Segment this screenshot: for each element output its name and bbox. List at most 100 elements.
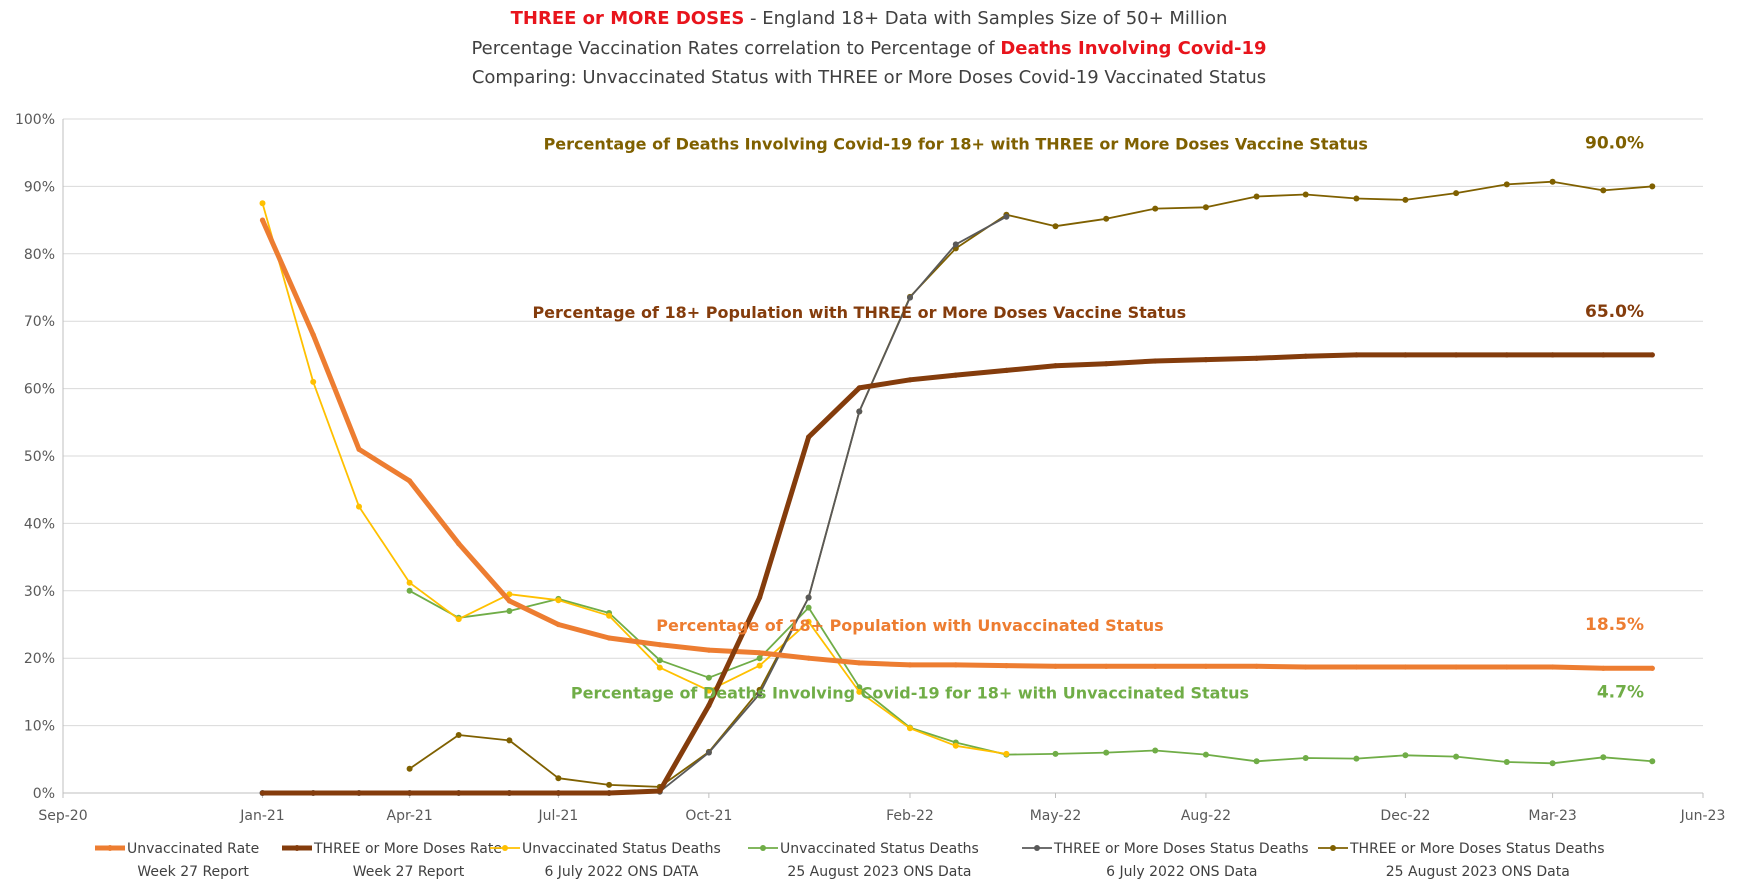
data-point (1003, 367, 1010, 373)
x-tick-label: May-22 (1030, 808, 1082, 824)
data-point (953, 372, 959, 378)
data-point (1103, 749, 1110, 756)
data-point (705, 674, 712, 681)
x-tick-label: Jan-21 (239, 808, 284, 824)
y-tick-label: 30% (24, 584, 55, 600)
x-tick-label: Oct-21 (685, 808, 732, 824)
data-point (356, 503, 362, 510)
data-point (406, 765, 413, 772)
data-point (1202, 204, 1209, 211)
y-tick-label: 40% (24, 516, 55, 532)
series-0 (259, 217, 1655, 671)
data-point (356, 790, 362, 796)
data-point (606, 612, 613, 619)
data-point (456, 541, 462, 547)
y-tick-label: 80% (24, 247, 55, 263)
data-point (856, 385, 862, 391)
series-line (408, 589, 1654, 765)
data-point (1152, 663, 1158, 669)
data-point (310, 790, 316, 796)
data-point (1353, 195, 1360, 202)
legend-marker (1330, 845, 1336, 851)
data-point (455, 616, 462, 623)
data-point (1600, 352, 1606, 358)
legend-item-2: Unvaccinated Status Deaths 6 July 2022 ON… (490, 841, 721, 880)
annotations: Percentage of Deaths Involving Covid-19 … (532, 133, 1644, 702)
legend-marker (294, 845, 300, 851)
y-axis-ticks: 0% 10% 20% 30% 40% 50% 60% 70% 80% 90% 100% (15, 112, 55, 802)
data-point (953, 662, 959, 668)
data-point (705, 749, 712, 756)
data-point (1303, 353, 1309, 359)
data-point (757, 594, 763, 601)
data-point (1649, 352, 1655, 358)
data-point (856, 660, 862, 666)
data-point (506, 790, 512, 796)
annotation-label: Percentage of Deaths Involving Covid-19 … (571, 684, 1249, 703)
data-point (1550, 664, 1556, 670)
legend-sublabel: 25 August 2023 ONS Data (787, 864, 971, 880)
data-point (756, 655, 763, 662)
y-tick-label: 100% (15, 112, 55, 128)
data-point (1303, 664, 1309, 670)
data-point (1504, 664, 1510, 670)
y-tick-label: 70% (24, 314, 55, 330)
data-point (656, 657, 663, 664)
x-tick-label: Feb-22 (886, 808, 934, 824)
data-point (907, 662, 913, 668)
annotation-label: Percentage of Deaths Involving Covid-19 … (544, 134, 1368, 153)
legend-item-0: Unvaccinated Rate Week 27 Report (95, 841, 259, 880)
data-point (1504, 352, 1510, 358)
data-point (1302, 191, 1309, 198)
title-line-1: THREE or MORE DOSES - England 18+ Data w… (511, 8, 1228, 29)
data-point (1052, 363, 1059, 369)
data-point (1203, 663, 1209, 669)
data-point (1203, 357, 1209, 363)
data-point (406, 579, 413, 586)
data-point (1549, 178, 1556, 185)
x-tick-label: Aug-22 (1181, 808, 1231, 824)
data-point (406, 587, 413, 594)
data-point (1103, 663, 1109, 669)
data-point (555, 775, 562, 782)
data-point (1649, 183, 1656, 190)
data-point (1302, 755, 1309, 761)
data-point (657, 788, 663, 794)
annotation-label: Percentage of 18+ Population with THREE … (532, 303, 1186, 322)
data-point (805, 604, 812, 611)
x-tick-label: Apr-21 (387, 808, 433, 824)
legend-label: THREE or More Doses Status Deaths (1053, 841, 1309, 857)
x-tick-label: Jun-23 (1680, 808, 1726, 824)
data-point (259, 790, 266, 796)
title-line-2-highlight: Deaths Involving Covid-19 (1000, 38, 1266, 59)
data-point (1649, 665, 1655, 671)
data-point (407, 790, 413, 796)
data-point (1253, 193, 1260, 200)
data-point (1052, 750, 1059, 757)
legend-item-5: THREE or More Doses Status Deaths 25 Augu… (1318, 841, 1605, 880)
data-point (952, 241, 959, 248)
data-point (1254, 663, 1260, 669)
annotation-end-value: 18.5% (1585, 615, 1644, 635)
data-point (907, 377, 913, 383)
y-tick-label: 60% (24, 382, 55, 398)
y-tick-label: 10% (24, 719, 55, 735)
data-point (705, 687, 712, 694)
data-point (1549, 760, 1556, 767)
x-tick-label: Sep-20 (38, 808, 87, 824)
legend-label: Unvaccinated Status Deaths (780, 841, 979, 857)
legend-label: THREE or More Doses Rate (313, 841, 502, 857)
data-point (606, 781, 613, 788)
data-point (1202, 751, 1209, 758)
data-point (310, 378, 317, 385)
data-point (1550, 352, 1556, 358)
data-point (407, 478, 413, 484)
y-tick-label: 0% (33, 786, 55, 802)
data-point (1600, 754, 1607, 761)
data-point (1453, 753, 1460, 760)
data-point (1103, 215, 1110, 222)
series-4 (259, 213, 1010, 796)
data-point (856, 408, 863, 415)
legend-marker (760, 845, 766, 851)
